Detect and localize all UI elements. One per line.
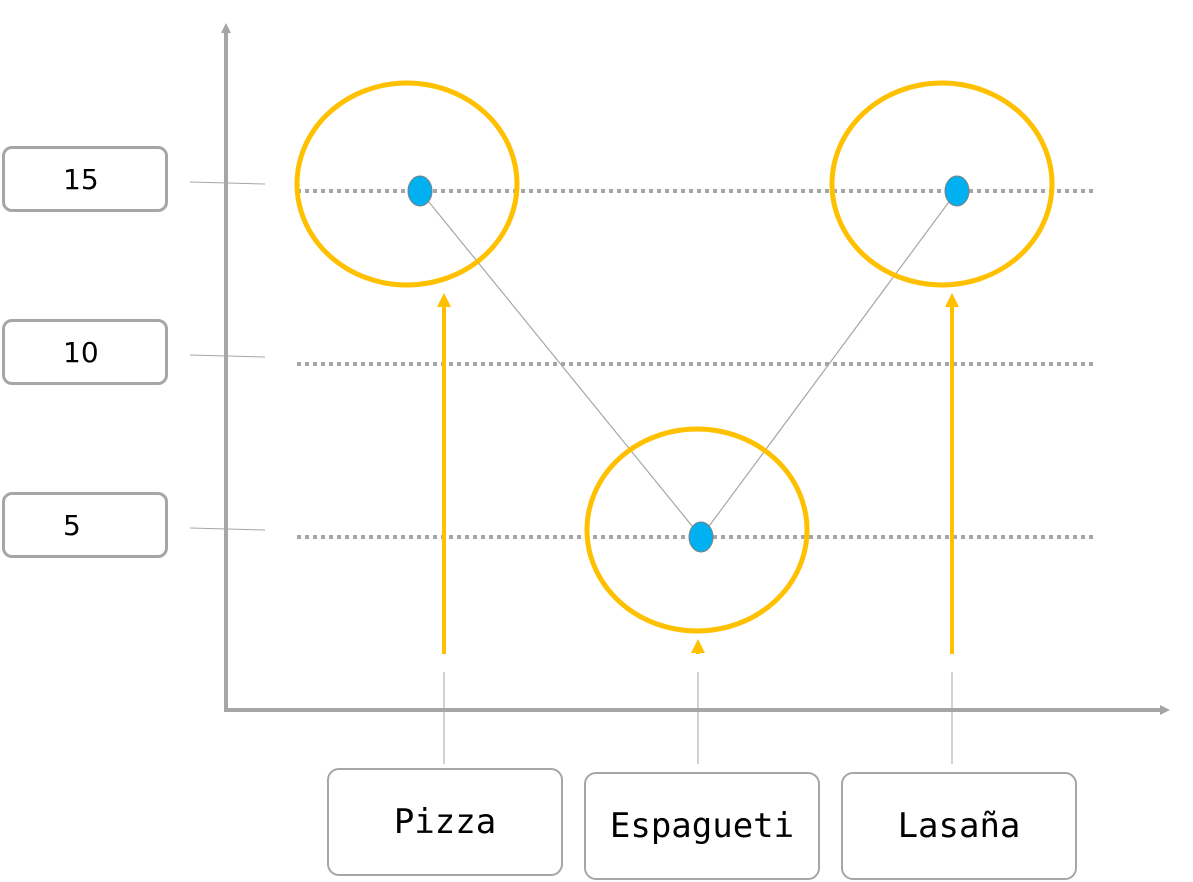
highlight-circle (584, 426, 810, 634)
highlight-circle (294, 80, 520, 288)
connector-line (700, 190, 958, 538)
highlight-arrowhead (437, 293, 451, 307)
data-point (407, 175, 433, 207)
category-label: Lasaña (841, 772, 1077, 880)
category-label: Espagueti (584, 772, 820, 880)
connector-line (419, 190, 702, 538)
y-tick-label: 10 (2, 319, 168, 385)
y-tick-label: 5 (2, 492, 168, 558)
category-label: Pizza (327, 768, 563, 876)
data-point (944, 175, 970, 207)
highlight-arrowhead (945, 293, 959, 307)
y-tick-label: 15 (2, 146, 168, 212)
highlight-arrowhead (691, 639, 705, 653)
data-point (688, 521, 714, 553)
highlight-circle (829, 80, 1055, 288)
